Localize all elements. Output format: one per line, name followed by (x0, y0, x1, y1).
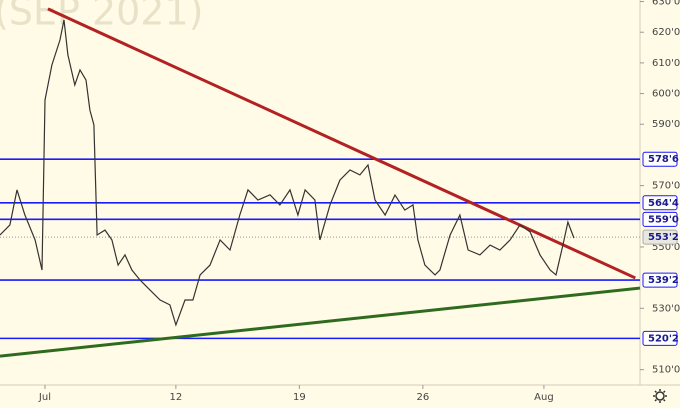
y-tick-label: 530'0 (652, 303, 680, 314)
x-tick-label: Aug (534, 392, 554, 403)
y-tick-label: 620'0 (652, 27, 680, 38)
y-tick-label: 570'0 (652, 181, 680, 192)
y-tick-label: 630'0 (652, 0, 680, 8)
level-label: 520'2 (648, 333, 679, 344)
level-label-box (642, 272, 678, 288)
level-label-box (642, 151, 678, 167)
level-label: 564'4 (648, 198, 679, 209)
level-label-box (642, 330, 678, 346)
trend-line (0, 286, 641, 358)
price-line (0, 19, 575, 327)
trend-line (47, 7, 636, 280)
settings-icon[interactable] (653, 389, 667, 403)
level-label: 539'2 (648, 275, 679, 286)
level-label-box (642, 195, 678, 211)
watermark: (SEP 2021) (0, 0, 203, 34)
y-tick-label: 510'0 (652, 365, 680, 376)
level-label-box (642, 211, 678, 227)
y-tick-label: 550'0 (652, 242, 680, 253)
y-tick-label: 600'0 (652, 89, 680, 100)
level-label: 578'6 (648, 154, 679, 165)
last-price-label: 553'2 (648, 232, 679, 243)
x-tick-label: 19 (293, 392, 306, 403)
y-tick-label: 590'0 (652, 119, 680, 130)
level-label: 559'0 (648, 214, 679, 225)
last-price-box (642, 229, 678, 245)
x-tick-label: 12 (170, 392, 183, 403)
x-tick-label: Jul (38, 392, 51, 403)
y-tick-label: 610'0 (652, 58, 680, 69)
x-tick-label: 26 (417, 392, 430, 403)
